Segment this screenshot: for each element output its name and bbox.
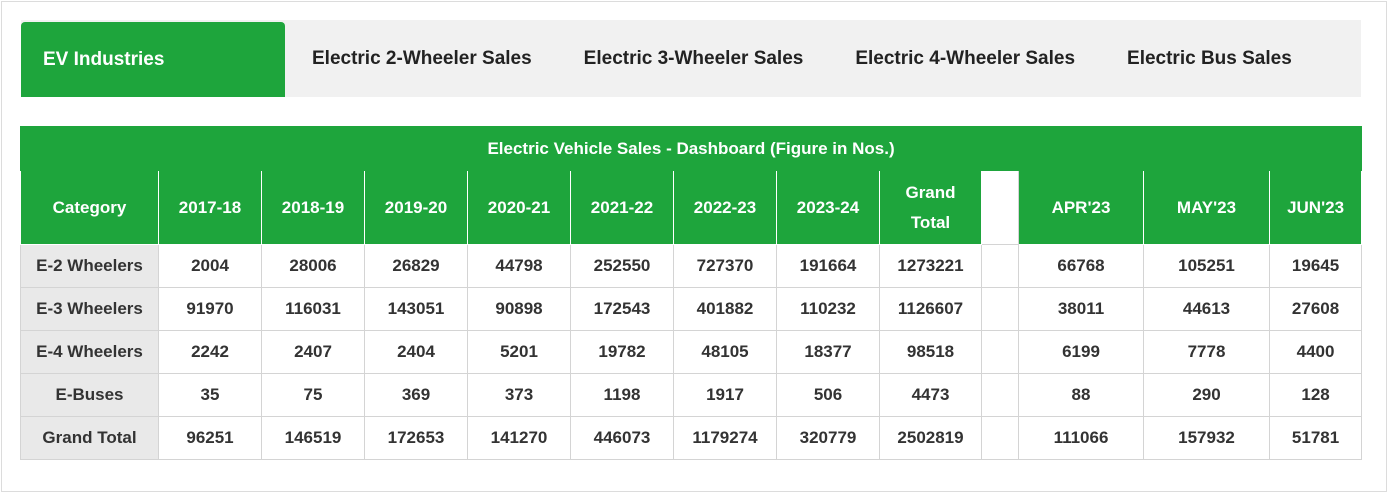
table-cell: 98518 bbox=[879, 330, 982, 374]
table-cell: 157932 bbox=[1143, 416, 1270, 460]
table-cell: 116031 bbox=[261, 287, 365, 331]
table-cell: 727370 bbox=[673, 244, 777, 288]
table-body: E-2 Wheelers 2004 28006 26829 44798 252550 727… bbox=[20, 244, 1363, 460]
table-row: E-3 Wheelers 91970 116031 143051 90898 172543… bbox=[20, 287, 1363, 331]
table-cell: 446073 bbox=[570, 416, 674, 460]
table-cell: 26829 bbox=[364, 244, 468, 288]
table-cell: 90898 bbox=[467, 287, 571, 331]
table-cell: 7778 bbox=[1143, 330, 1270, 374]
table-cell: 44798 bbox=[467, 244, 571, 288]
tab-ev-industries[interactable]: EV Industries bbox=[21, 22, 285, 97]
column-header: Grand Total bbox=[879, 170, 982, 245]
table-row: Grand Total 96251 146519 172653 141270 446073… bbox=[20, 416, 1363, 460]
table-cell: 128 bbox=[1268, 373, 1363, 417]
table-cell: 110232 bbox=[776, 287, 880, 331]
table-cell: 6199 bbox=[1018, 330, 1144, 374]
table-cell: 96251 bbox=[158, 416, 262, 460]
table-cell: 1179274 bbox=[673, 416, 777, 460]
tab-electric-2-wheeler-sales[interactable]: Electric 2-Wheeler Sales bbox=[312, 47, 532, 69]
column-header: MAY'23 bbox=[1143, 170, 1270, 245]
tab-electric-4-wheeler-sales[interactable]: Electric 4-Wheeler Sales bbox=[855, 47, 1076, 69]
table-header-row: Category 2017-18 2018-19 2019-20 2020-21 2021… bbox=[20, 170, 1363, 245]
row-category: E-2 Wheelers bbox=[20, 244, 159, 288]
column-header: 2017-18 bbox=[158, 170, 262, 245]
table-cell: 320779 bbox=[776, 416, 880, 460]
spacer-cell bbox=[981, 416, 1019, 460]
table-cell: 75 bbox=[261, 373, 365, 417]
table-cell: 88 bbox=[1018, 373, 1144, 417]
table-cell: 1917 bbox=[673, 373, 777, 417]
table-cell: 1126607 bbox=[879, 287, 982, 331]
row-category: E-3 Wheelers bbox=[20, 287, 159, 331]
table-row: E-Buses 35 75 369 373 1198 1917 506 4473 88 290 128 bbox=[20, 373, 1363, 417]
table-cell: 18377 bbox=[776, 330, 880, 374]
table-cell: 252550 bbox=[570, 244, 674, 288]
table-cell: 141270 bbox=[467, 416, 571, 460]
table-cell: 19645 bbox=[1268, 244, 1363, 288]
column-header: APR'23 bbox=[1018, 170, 1144, 245]
table-cell: 27608 bbox=[1268, 287, 1363, 331]
table-cell: 290 bbox=[1143, 373, 1270, 417]
table-cell: 1198 bbox=[570, 373, 674, 417]
table-cell: 38011 bbox=[1018, 287, 1144, 331]
column-header: JUN'23 bbox=[1268, 170, 1363, 245]
table-cell: 373 bbox=[467, 373, 571, 417]
table-cell: 111066 bbox=[1018, 416, 1144, 460]
sales-table: Electric Vehicle Sales - Dashboard (Figu… bbox=[19, 126, 1363, 460]
table-cell: 2404 bbox=[364, 330, 468, 374]
table-cell: 369 bbox=[364, 373, 468, 417]
table-cell: 2502819 bbox=[879, 416, 982, 460]
table-cell: 146519 bbox=[261, 416, 365, 460]
table-cell: 2004 bbox=[158, 244, 262, 288]
table-cell: 2407 bbox=[261, 330, 365, 374]
table-cell: 172653 bbox=[364, 416, 468, 460]
column-header: 2020-21 bbox=[467, 170, 571, 245]
table-cell: 44613 bbox=[1143, 287, 1270, 331]
table-cell: 35 bbox=[158, 373, 262, 417]
row-category: E-4 Wheelers bbox=[20, 330, 159, 374]
table-cell: 1273221 bbox=[879, 244, 982, 288]
table-cell: 28006 bbox=[261, 244, 365, 288]
table-cell: 48105 bbox=[673, 330, 777, 374]
spacer-cell bbox=[981, 287, 1019, 331]
row-category: Grand Total bbox=[20, 416, 159, 460]
spacer-cell bbox=[981, 373, 1019, 417]
row-category: E-Buses bbox=[20, 373, 159, 417]
tab-bar: EV Industries Electric 2-Wheeler Sales E… bbox=[21, 20, 1361, 97]
column-header: Category bbox=[20, 170, 159, 245]
table-cell: 401882 bbox=[673, 287, 777, 331]
tab-electric-3-wheeler-sales[interactable]: Electric 3-Wheeler Sales bbox=[583, 47, 804, 69]
table-cell: 191664 bbox=[776, 244, 880, 288]
spacer-cell bbox=[981, 330, 1019, 374]
column-header: 2018-19 bbox=[261, 170, 365, 245]
column-header: 2022-23 bbox=[673, 170, 777, 245]
spacer-cell bbox=[981, 244, 1019, 288]
table-cell: 91970 bbox=[158, 287, 262, 331]
table-cell: 51781 bbox=[1268, 416, 1363, 460]
table-row: E-4 Wheelers 2242 2407 2404 5201 19782 48105 18… bbox=[20, 330, 1363, 374]
table-cell: 19782 bbox=[570, 330, 674, 374]
table-cell: 143051 bbox=[364, 287, 468, 331]
table-row: E-2 Wheelers 2004 28006 26829 44798 252550 727… bbox=[20, 244, 1363, 288]
table-cell: 4473 bbox=[879, 373, 982, 417]
table-cell: 5201 bbox=[467, 330, 571, 374]
column-header: 2019-20 bbox=[364, 170, 468, 245]
table-cell: 4400 bbox=[1268, 330, 1363, 374]
table-cell: 2242 bbox=[158, 330, 262, 374]
table-cell: 105251 bbox=[1143, 244, 1270, 288]
table-cell: 66768 bbox=[1018, 244, 1144, 288]
table-title: Electric Vehicle Sales - Dashboard (Figu… bbox=[19, 126, 1363, 171]
table-cell: 506 bbox=[776, 373, 880, 417]
header-spacer bbox=[981, 170, 1019, 245]
column-header: 2023-24 bbox=[776, 170, 880, 245]
column-header: 2021-22 bbox=[570, 170, 674, 245]
tab-electric-bus-sales[interactable]: Electric Bus Sales bbox=[1127, 47, 1292, 69]
table-cell: 172543 bbox=[570, 287, 674, 331]
